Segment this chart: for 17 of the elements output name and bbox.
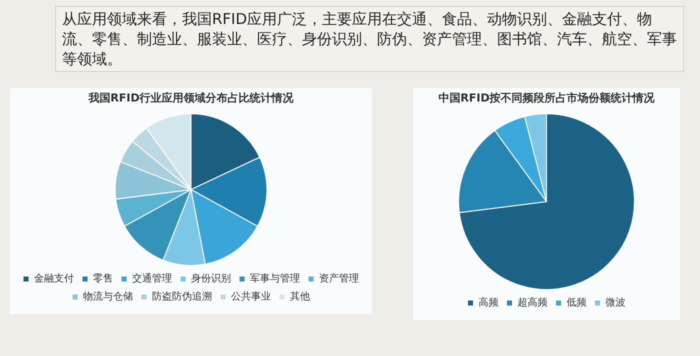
legend-label: 微波 bbox=[606, 296, 626, 309]
legend-label: 高频 bbox=[478, 296, 498, 309]
legend-label: 金融支付 bbox=[34, 272, 74, 285]
legend-label: 公共事业 bbox=[231, 290, 271, 303]
legend-label: 交通管理 bbox=[132, 272, 172, 285]
chart-title: 我国RFID行业应用领域分布占比统计情况 bbox=[87, 91, 295, 104]
legend-label: 超高频 bbox=[518, 296, 548, 309]
legend-label: 军事与管理 bbox=[250, 272, 300, 285]
legend-label: 防盗防伪追溯 bbox=[152, 290, 212, 303]
legend-label: 低频 bbox=[566, 296, 586, 309]
legend-label: 其他 bbox=[290, 290, 310, 303]
legend-label: 物流与仓储 bbox=[83, 290, 133, 303]
legend-label: 资产管理 bbox=[319, 272, 359, 285]
chart-title: 中国RFID按不同频段所占市场份额统计情况 bbox=[438, 91, 656, 104]
legend-label: 零售 bbox=[93, 272, 113, 285]
legend-label: 身份识别 bbox=[191, 272, 231, 285]
text: 从应用领域来看，我国RFID应用广泛，主要应用在交通、食品、动物识别、金融支付、物流、零售、制造业、服装业、医疗、身份识别、防伪、资产管理、图书馆、汽车、航空、军事等领域。 bbox=[55, 6, 684, 72]
